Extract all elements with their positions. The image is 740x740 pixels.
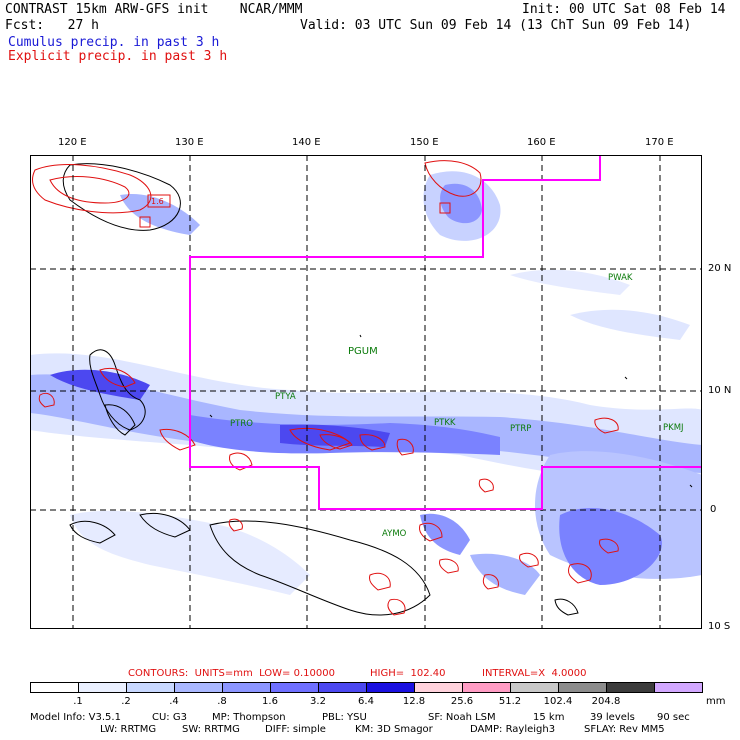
diff-scheme: DIFF: simple [265, 724, 326, 735]
map-frame [30, 155, 702, 629]
sf-scheme: SF: Noah LSM [428, 712, 496, 723]
colorbar-label: .8 [217, 696, 227, 707]
levels: 39 levels [590, 712, 635, 723]
lon-label: 140 E [292, 137, 321, 148]
model-info: Model Info: V3.5.1 [30, 712, 121, 723]
colorbar-cell [30, 682, 79, 693]
lon-label: 130 E [175, 137, 204, 148]
lon-label: 120 E [58, 137, 87, 148]
colorbar-cell [366, 682, 415, 693]
station-label: PTYA [275, 392, 296, 402]
colorbar-label: 6.4 [358, 696, 374, 707]
damp-scheme: DAMP: Rayleigh3 [470, 724, 556, 735]
legend-cumulus: Cumulus precip. in past 3 h [8, 35, 220, 50]
colorbar-label: 1.6 [262, 696, 278, 707]
lon-label: 170 E [645, 137, 674, 148]
colorbar-cell [222, 682, 271, 693]
legend-explicit: Explicit precip. in past 3 h [8, 49, 228, 64]
colorbar-cell [414, 682, 463, 693]
colorbar-cell [270, 682, 319, 693]
contours-units: CONTOURS: UNITS=mm LOW= 0.10000 [128, 668, 335, 679]
colorbar-cell [510, 682, 559, 693]
domain-border [189, 155, 702, 510]
mp-scheme: MP: Thompson [212, 712, 286, 723]
pbl-scheme: PBL: YSU [322, 712, 367, 723]
colorbar-label: .2 [121, 696, 131, 707]
sflay-scheme: SFLAY: Rev MM5 [584, 724, 665, 735]
station-label: PGUM [348, 346, 378, 357]
colorbar-label: 25.6 [450, 696, 474, 707]
station-label: PTKK [434, 418, 456, 428]
init-time: Init: 00 UTC Sat 08 Feb 14 [522, 2, 726, 17]
station-label: PTRP [510, 424, 531, 434]
colorbar-label: 51.2 [498, 696, 522, 707]
colorbar-cell [654, 682, 703, 693]
colorbar-label: .4 [169, 696, 179, 707]
lw-scheme: LW: RRTMG [100, 724, 157, 735]
valid-time: Valid: 03 UTC Sun 09 Feb 14 (13 ChT Sun … [300, 18, 692, 33]
colorbar-cell [318, 682, 367, 693]
contours-interval: INTERVAL=X 4.0000 [482, 668, 587, 679]
coastlines [62, 163, 693, 616]
colorbar-label: 204.8 [591, 696, 621, 707]
model-title: CONTRAST 15km ARW-GFS init NCAR/MMM [5, 2, 303, 17]
precip-map: PWAK PGUM PTYA PTRO PTKK PTRP PKMJ AYMO … [30, 155, 702, 629]
colorbar-label: 3.2 [310, 696, 326, 707]
station-label: PTRO [230, 419, 253, 429]
colorbar-label: 102.4 [543, 696, 573, 707]
lat-label: 20 N [708, 263, 732, 274]
lat-label: 10 S [708, 621, 731, 632]
cu-scheme: CU: G3 [152, 712, 187, 723]
colorbar-cell [462, 682, 511, 693]
colorbar-label: .1 [73, 696, 83, 707]
km-scheme: KM: 3D Smagor [355, 724, 433, 735]
station-label: AYMO [382, 529, 407, 539]
timestep: 90 sec [657, 712, 690, 723]
sw-scheme: SW: RRTMG [182, 724, 240, 735]
lon-label: 160 E [527, 137, 556, 148]
colorbar-cell [78, 682, 127, 693]
resolution: 15 km [533, 712, 565, 723]
lat-label: 10 N [708, 385, 732, 396]
colorbar-label: 12.8 [402, 696, 426, 707]
lon-label: 150 E [410, 137, 439, 148]
colorbar-cell [606, 682, 655, 693]
colorbar-units: mm [706, 696, 726, 707]
station-label: PWAK [608, 273, 633, 283]
station-label: PKMJ [663, 423, 684, 433]
colorbar-cell [174, 682, 223, 693]
contours-high: HIGH= 102.40 [370, 668, 446, 679]
contour-label: 1.6 [151, 197, 164, 206]
colorbar-cell [126, 682, 175, 693]
forecast-hour: Fcst: 27 h [5, 18, 99, 33]
colorbar-cell [558, 682, 607, 693]
lat-label: 0 [710, 504, 717, 515]
